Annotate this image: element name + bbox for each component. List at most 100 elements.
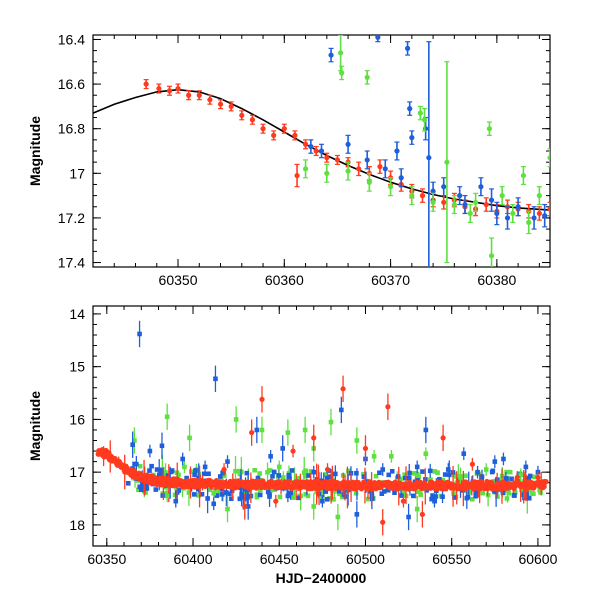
blue-data-point: [420, 469, 425, 474]
green-data-point: [302, 159, 309, 179]
y-tick-label: 17: [69, 464, 85, 480]
green-data-point: [458, 471, 463, 484]
green-data-point: [504, 469, 509, 475]
blue-data-point: [354, 501, 360, 528]
bottom-panel: 60350 60400 60450 60500 60550 60600 14 15 16 17 18…: [27, 305, 558, 586]
blue-data-point: [368, 489, 373, 494]
green-data-point: [353, 490, 359, 496]
blue-data-point: [324, 475, 330, 481]
blue-data-point: [462, 195, 468, 215]
x-tick-label: 60350: [159, 272, 198, 288]
green-data-point: [331, 497, 336, 502]
red-data-point: [290, 444, 296, 458]
red-data-point: [271, 130, 277, 141]
red-data-point: [385, 393, 391, 420]
green-data-point: [418, 492, 423, 498]
green-data-point: [276, 460, 282, 474]
green-data-point: [182, 460, 187, 474]
blue-data-point: [427, 463, 433, 478]
green-data-point: [233, 406, 239, 433]
green-data-point: [412, 471, 417, 476]
red-data-point: [217, 99, 224, 110]
blue-data-point: [137, 320, 142, 348]
blue-data-point: [285, 489, 291, 503]
blue-data-point: [389, 469, 395, 474]
blue-data-point: [494, 201, 500, 226]
blue-data-point: [394, 141, 400, 161]
green-data-point: [520, 166, 527, 186]
green-data-point: [423, 447, 429, 461]
blue-data-point: [479, 476, 485, 482]
red-data-point: [175, 83, 181, 94]
blue-data-point: [159, 432, 165, 459]
green-data-point: [172, 492, 178, 498]
green-data-point: [302, 474, 308, 479]
blue-data-point: [147, 444, 153, 458]
y-tick-label: 16.6: [58, 76, 85, 92]
green-data-point: [538, 490, 543, 495]
blue-data-point: [364, 150, 370, 170]
blue-data-point: [289, 468, 295, 473]
green-data-point: [435, 470, 440, 475]
green-data-point: [463, 473, 468, 479]
green-data-point: [295, 475, 301, 481]
blue-data-point: [386, 487, 391, 493]
x-tick-label: 60450: [260, 551, 299, 567]
blue-data-point: [217, 474, 223, 479]
red-data-point: [156, 83, 162, 94]
green-data-point: [164, 403, 170, 430]
blue-data-point: [192, 492, 197, 497]
top-data-area: [93, 35, 550, 267]
red-data-point: [302, 139, 309, 150]
y-tick-label: 14: [69, 306, 85, 322]
green-data-point: [207, 487, 213, 493]
green-data-point: [373, 473, 379, 479]
blue-data-point: [271, 469, 277, 475]
green-data-point: [536, 186, 542, 206]
blue-data-point: [202, 460, 208, 474]
blue-data-point: [475, 465, 480, 479]
blue-data-point: [244, 470, 250, 476]
blue-data-point: [149, 463, 154, 469]
green-data-point: [421, 108, 428, 132]
green-data-point: [254, 492, 260, 497]
green-data-point: [483, 463, 489, 476]
blue-data-point: [399, 493, 404, 498]
red-data-point: [469, 457, 475, 471]
green-data-point: [499, 186, 505, 206]
blue-data-point: [169, 469, 174, 475]
x-tick-label: 60380: [477, 272, 516, 288]
blue-data-point: [375, 35, 381, 43]
blue-data-point: [361, 474, 367, 480]
red-data-point: [543, 478, 549, 485]
x-tick-label: 60600: [518, 551, 557, 567]
red-data-point: [242, 493, 248, 520]
red-data-point: [166, 85, 173, 96]
green-data-point: [252, 467, 257, 473]
red-data-point: [400, 494, 407, 508]
green-data-point: [527, 487, 532, 493]
red-data-point: [324, 152, 330, 163]
blue-data-point: [211, 497, 217, 511]
blue-data-point: [381, 489, 387, 494]
blue-data-point: [199, 491, 205, 497]
blue-data-point: [265, 489, 271, 495]
blue-data-point: [286, 472, 292, 478]
blue-data-point: [214, 493, 220, 498]
blue-data-point: [213, 365, 218, 392]
y-tick-label: 17.2: [58, 210, 85, 226]
blue-data-point: [452, 495, 457, 500]
green-data-point: [507, 469, 513, 475]
blue-data-point: [440, 490, 445, 504]
red-data-point: [419, 188, 426, 203]
green-data-point: [473, 192, 479, 212]
red-data-point: [221, 463, 227, 476]
blue-data-point: [320, 494, 325, 508]
blue-data-point: [144, 486, 150, 491]
green-data-point: [364, 70, 370, 85]
green-data-point: [444, 61, 450, 264]
green-data-point: [311, 493, 317, 520]
red-data-point: [514, 471, 520, 484]
green-data-point: [354, 427, 360, 454]
blue-data-point: [125, 480, 131, 486]
